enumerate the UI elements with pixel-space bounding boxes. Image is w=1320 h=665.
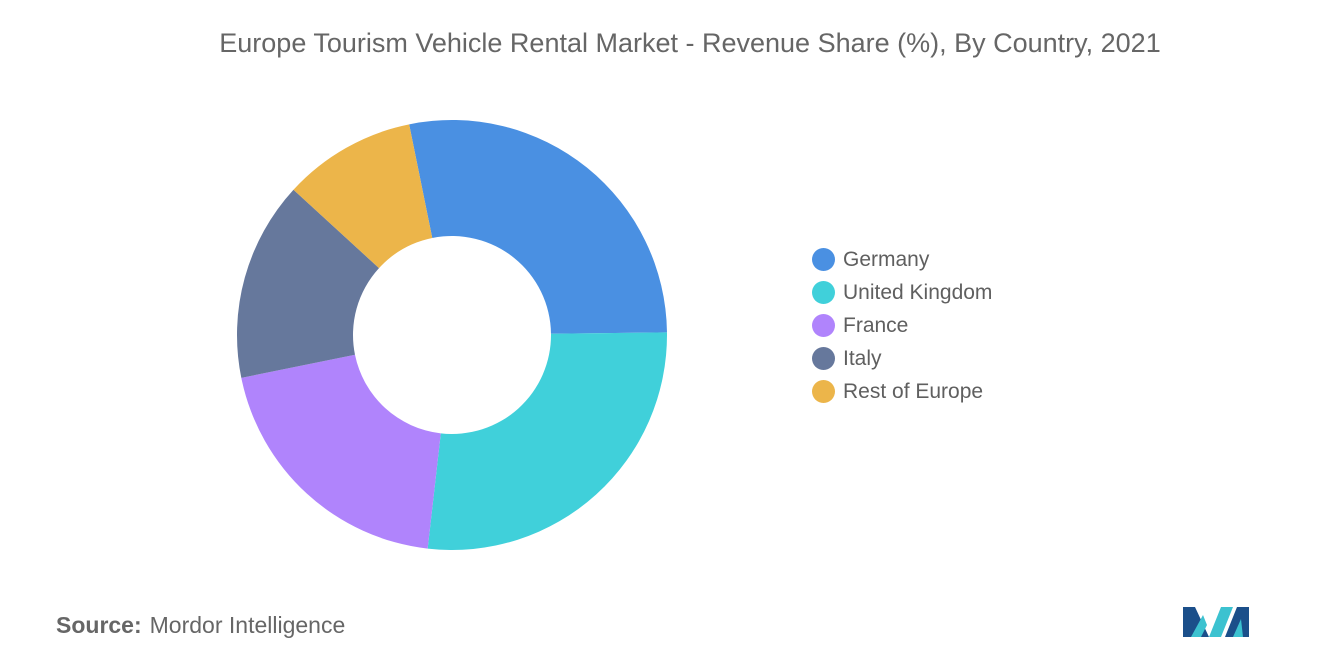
legend-label-rest-of-europe: Rest of Europe <box>843 379 984 403</box>
chart-legend: Germany United Kingdom France Italy Rest of … <box>812 243 992 408</box>
donut-chart <box>236 120 667 550</box>
legend-item-united-kingdom: United Kingdom <box>812 276 992 309</box>
mordor-intelligence-logo-icon <box>1183 607 1249 637</box>
legend-item-germany: Germany <box>812 243 992 276</box>
legend-label-france: France <box>843 313 909 337</box>
legend-label-italy: Italy <box>843 346 882 370</box>
legend-item-rest-of-europe: Rest of Europe <box>812 375 992 408</box>
legend-item-france: France <box>812 309 992 342</box>
legend-swatch-united-kingdom <box>812 281 835 304</box>
slice-france <box>241 354 441 549</box>
slice-rest-of-europe <box>293 124 433 269</box>
legend-swatch-germany <box>812 248 835 271</box>
slice-germany <box>409 120 667 334</box>
legend-label-germany: Germany <box>843 247 930 271</box>
legend-label-united-kingdom: United Kingdom <box>843 280 993 304</box>
legend-swatch-italy <box>812 347 835 370</box>
source-label: Source: <box>56 612 142 638</box>
slice-italy <box>236 189 380 378</box>
legend-swatch-rest-of-europe <box>812 380 835 403</box>
source-value: Mordor Intelligence <box>149 612 346 638</box>
chart-title: Europe Tourism Vehicle Rental Market - R… <box>219 28 1161 58</box>
legend-swatch-france <box>812 314 835 337</box>
legend-item-italy: Italy <box>812 342 992 375</box>
slice-united-kingdom <box>427 332 667 550</box>
source-line: Source: Mordor Intelligence <box>56 612 345 639</box>
